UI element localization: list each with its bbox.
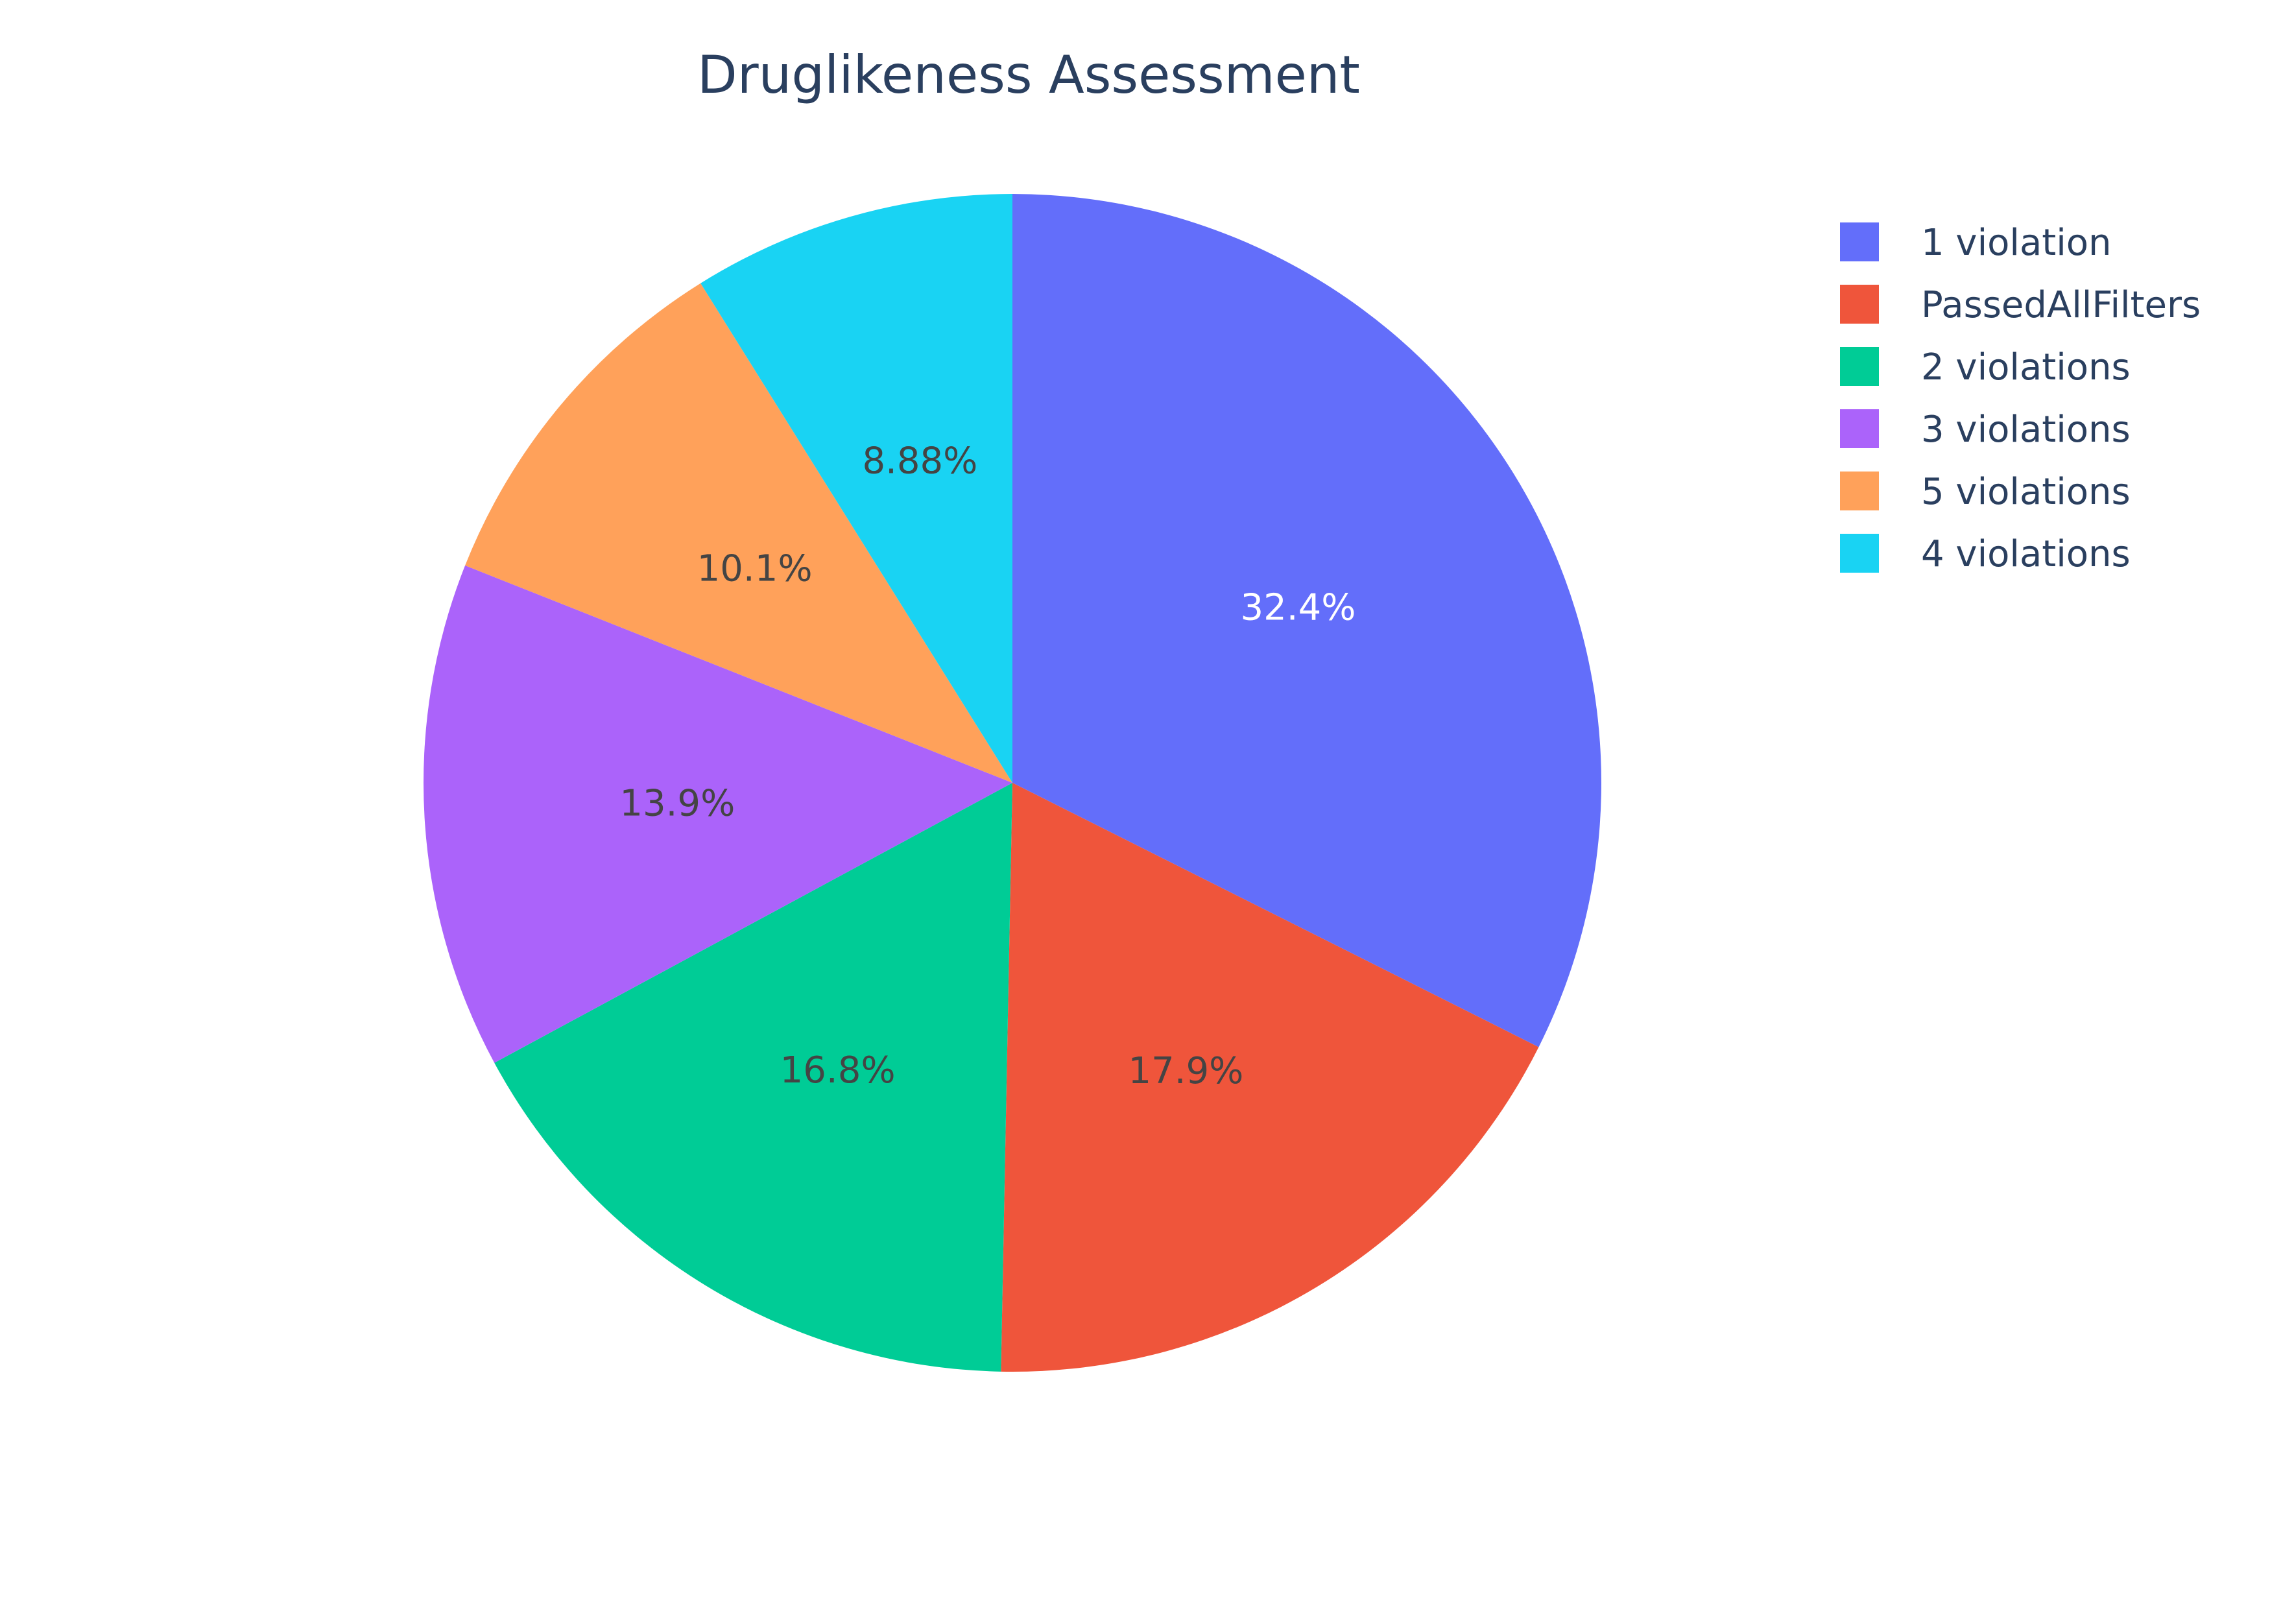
legend-label: 3 violations bbox=[1921, 409, 2131, 451]
chart-title: Druglikeness Assessment bbox=[697, 45, 1360, 105]
legend-label: PassedAllFilters bbox=[1921, 284, 2201, 326]
legend-label: 4 violations bbox=[1921, 533, 2131, 575]
pie-slices bbox=[423, 194, 1601, 1372]
legend-swatch bbox=[1840, 222, 1879, 261]
legend-label: 5 violations bbox=[1921, 471, 2131, 513]
legend-swatch bbox=[1840, 347, 1879, 386]
legend-item-4-violations[interactable]: 4 violations bbox=[1840, 533, 2131, 575]
pie-slice-5-violations[interactable] bbox=[465, 283, 1012, 783]
pie-value-label: 13.9% bbox=[619, 782, 735, 824]
legend-swatch bbox=[1840, 472, 1879, 510]
legend-item-1-violation[interactable]: 1 violation bbox=[1840, 222, 2112, 264]
pie-value-label: 10.1% bbox=[697, 547, 813, 590]
legend-label: 1 violation bbox=[1921, 222, 2112, 264]
pie-value-label: 16.8% bbox=[780, 1049, 896, 1092]
legend-item-2-violations[interactable]: 2 violations bbox=[1840, 346, 2131, 388]
legend-item-5-violations[interactable]: 5 violations bbox=[1840, 471, 2131, 513]
pie-value-labels: 32.4% 17.9% 16.8% 13.9% 10.1% 8.88% bbox=[619, 440, 1356, 1092]
legend-swatch bbox=[1840, 534, 1879, 573]
pie-slice-1-violation[interactable] bbox=[1012, 194, 1601, 1047]
pie-value-label: 32.4% bbox=[1241, 586, 1356, 628]
legend[interactable]: 1 violation PassedAllFilters 2 violations 3… bbox=[1840, 222, 2201, 575]
pie-slice-3-violations[interactable] bbox=[423, 565, 1012, 1063]
pie-value-label: 17.9% bbox=[1128, 1050, 1243, 1092]
legend-swatch bbox=[1840, 285, 1879, 324]
legend-label: 2 violations bbox=[1921, 346, 2131, 388]
legend-item-passedallfilters[interactable]: PassedAllFilters bbox=[1840, 284, 2201, 326]
pie-slice-2-violations[interactable] bbox=[494, 783, 1012, 1372]
pie-slice-passedallfilters[interactable] bbox=[1001, 783, 1539, 1372]
pie-slice-4-violations[interactable] bbox=[700, 194, 1012, 783]
legend-swatch bbox=[1840, 409, 1879, 448]
pie-value-label: 8.88% bbox=[862, 440, 977, 482]
legend-item-3-violations[interactable]: 3 violations bbox=[1840, 409, 2131, 451]
